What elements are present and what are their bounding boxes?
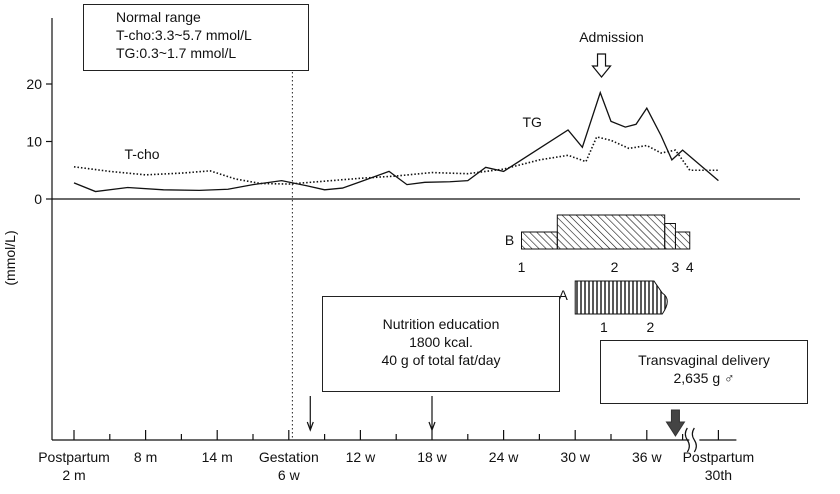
timeline-label-line: Postpartum [683, 449, 755, 465]
admission-arrow [591, 53, 612, 78]
timeline-label: 18 w [417, 449, 447, 465]
nutrition-fat: 40 g of total fat/day [381, 352, 501, 368]
series-label-t-cho: T-cho [125, 146, 160, 162]
timeline-label-line: 18 w [417, 449, 447, 465]
admission-label: Admission [579, 29, 644, 45]
regimen-b-step-3 [664, 223, 676, 250]
delivery-arrow [665, 409, 686, 437]
regimen-b-tick: 1 [518, 259, 526, 275]
timeline-label: 12 w [346, 449, 376, 465]
series-layer: TG T-cho Admission [73, 29, 719, 193]
regimen-b-tick: 3 [672, 259, 680, 275]
axes: 0 10 20 (mmol/L) [2, 12, 800, 453]
nutrition-education-box: Nutrition education 1800 kcal. 40 g of t… [322, 296, 560, 392]
timeline-label-line: 30th [705, 467, 732, 483]
normal-range-tcho: T-cho:3.3~5.7 mmol/L [116, 27, 252, 43]
timeline-label: Postpartum 2 m [38, 449, 110, 483]
regimens: B1 2 3 4A1 2 [505, 214, 694, 335]
regimen-b-step-2 [556, 214, 666, 250]
regimen-a-bar [574, 280, 668, 315]
y-axis-label: (mmol/L) [2, 230, 18, 285]
nutrition-kcal: 1800 kcal. [409, 334, 473, 350]
series-label-tg: TG [523, 114, 542, 130]
series-line-tg [73, 90, 719, 193]
nutrition-title: Nutrition education [382, 316, 500, 332]
regimen-b-label: B [505, 232, 514, 248]
timeline-label-line: 14 m [202, 449, 233, 465]
regimen-a-tick: 1 [600, 319, 608, 335]
regimen-a-tick: 2 [646, 319, 654, 335]
normal-range-title: Normal range [116, 9, 201, 25]
timeline-label: 36 w [632, 449, 662, 465]
timeline-label-line: 6 w [278, 467, 301, 483]
regimen-b-tick: 4 [686, 259, 694, 275]
timeline-label: Postpartum 30th [683, 449, 755, 483]
delivery-weight: 2,635 g ♂ [673, 370, 735, 386]
timeline-label-line: 8 m [134, 449, 157, 465]
normal-range-tg: TG:0.3~1.7 mmol/L [116, 45, 237, 61]
ticks: Postpartum 2 m 8 m 14 m Gestation 6 w 12 w 18 w… [38, 396, 754, 483]
timeline-label: Gestation 6 w [259, 449, 319, 483]
delivery-title: Transvaginal delivery [638, 352, 770, 368]
timeline-label-line: 12 w [346, 449, 376, 465]
axis-break-mark [684, 427, 690, 453]
y-tick-label: 0 [34, 191, 42, 207]
timeline-label-line: Postpartum [38, 449, 110, 465]
timeline-label: 30 w [560, 449, 590, 465]
y-tick-label: 20 [26, 76, 42, 92]
regimen-b-step-4 [674, 231, 691, 250]
axis-break-mark [691, 427, 697, 453]
timeline-label-line: 36 w [632, 449, 662, 465]
regimen-b-tick: 2 [611, 259, 619, 275]
timeline-label-line: 24 w [489, 449, 519, 465]
nutrition-arrow-head [428, 421, 436, 432]
regimen-b-step-1 [521, 231, 558, 250]
y-tick-label: 10 [26, 134, 42, 150]
timeline-label: 8 m [134, 449, 157, 465]
normal-range-box: Normal range T-cho:3.3~5.7 mmol/L TG:0.3… [83, 4, 309, 71]
series-line-t-cho [73, 135, 719, 185]
nutrition-arrow-head [306, 421, 314, 432]
timeline-label: 14 m [202, 449, 233, 465]
timeline-label-line: 2 m [62, 467, 85, 483]
timeline-label-line: Gestation [259, 449, 319, 465]
timeline-label-line: 30 w [560, 449, 590, 465]
regimen-a-label: A [559, 287, 569, 303]
timeline-label: 24 w [489, 449, 519, 465]
delivery-box: Transvaginal delivery 2,635 g ♂ [600, 340, 808, 404]
